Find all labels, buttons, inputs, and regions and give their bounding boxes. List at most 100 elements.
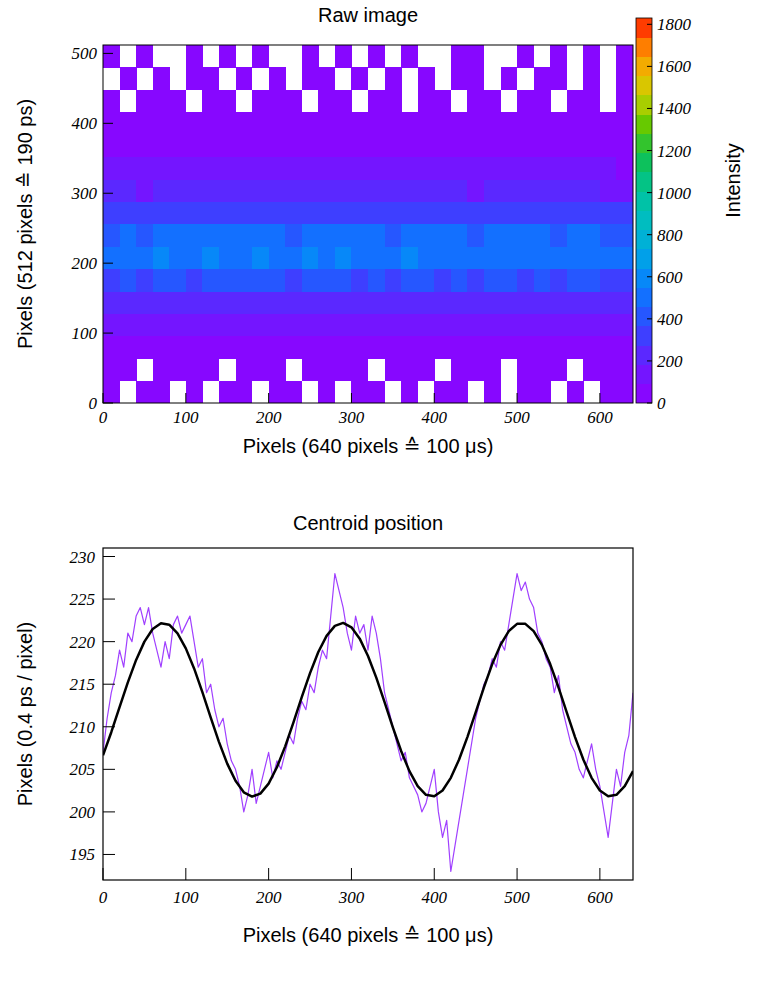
heat-cell <box>153 90 170 113</box>
heat-cell <box>418 112 435 135</box>
heat-cell <box>467 246 484 269</box>
heat-cell <box>169 291 186 314</box>
heat-cell <box>351 336 368 359</box>
heat-cell <box>600 135 617 158</box>
heat-cell <box>517 381 534 403</box>
heat-cell <box>302 291 319 314</box>
color-band <box>636 326 652 346</box>
y-tick-label: 215 <box>70 675 96 694</box>
heat-cell <box>335 224 352 247</box>
heat-cell <box>252 314 269 337</box>
heat-cell <box>517 202 534 225</box>
heat-cell <box>103 314 120 337</box>
heat-cell <box>318 202 335 225</box>
heat-cell <box>401 179 418 202</box>
heat-cell <box>202 157 219 180</box>
heat-cell <box>368 314 385 337</box>
heat-cell <box>269 269 286 292</box>
heat-cell <box>202 269 219 292</box>
heat-cell <box>484 314 501 337</box>
heat-cell <box>401 45 418 68</box>
fit-line <box>103 623 633 797</box>
heat-cell <box>534 67 551 90</box>
heat-cell <box>351 381 368 403</box>
heat-cell <box>467 291 484 314</box>
heat-cell <box>401 112 418 135</box>
heat-cell <box>600 179 617 202</box>
heat-cell <box>418 336 435 359</box>
heat-cell <box>169 202 186 225</box>
heat-cell <box>385 179 402 202</box>
heat-cell <box>285 179 302 202</box>
heat-cell <box>616 135 633 158</box>
x-axis-title: Pixels (640 pixels ≙ 100 μs) <box>243 435 494 457</box>
heat-cell <box>236 67 253 90</box>
heat-cell <box>302 45 319 68</box>
heat-cell <box>616 157 633 180</box>
heat-cell <box>335 314 352 337</box>
heat-cell <box>351 67 368 90</box>
color-band <box>636 211 652 231</box>
heat-cell <box>484 291 501 314</box>
heat-cell <box>567 291 584 314</box>
heat-cell <box>153 269 170 292</box>
heat-cell <box>120 112 137 135</box>
heat-cell <box>186 291 203 314</box>
heat-cell <box>169 90 186 113</box>
x-tick-label: 300 <box>338 408 365 427</box>
heat-cell <box>318 358 335 381</box>
color-band <box>636 288 652 308</box>
heat-cell <box>153 358 170 381</box>
heat-cell <box>467 157 484 180</box>
heat-cell <box>567 224 584 247</box>
color-tick-label: 1000 <box>657 184 692 203</box>
heat-cell <box>351 112 368 135</box>
heat-cell <box>219 112 236 135</box>
heat-cell <box>550 45 567 68</box>
heat-cell <box>169 246 186 269</box>
y-tick <box>103 684 115 685</box>
heat-cell <box>103 202 120 225</box>
heat-cell <box>517 45 534 68</box>
data-line <box>103 574 633 872</box>
heat-cell <box>385 67 402 90</box>
heat-cell <box>186 269 203 292</box>
heat-cell <box>368 336 385 359</box>
heat-cell <box>534 246 551 269</box>
heat-cell <box>351 314 368 337</box>
heat-cell <box>434 157 451 180</box>
heat-cell <box>186 135 203 158</box>
heat-cell <box>550 202 567 225</box>
heat-cell <box>169 135 186 158</box>
heat-cell <box>401 358 418 381</box>
x-tick <box>103 868 104 880</box>
heat-cell <box>153 67 170 90</box>
heat-cell <box>302 314 319 337</box>
heat-cell <box>120 291 137 314</box>
heat-cell <box>335 179 352 202</box>
heat-cell <box>136 179 153 202</box>
heat-cell <box>501 291 518 314</box>
heat-cell <box>351 269 368 292</box>
plot-frame <box>103 548 633 880</box>
heat-cell <box>401 157 418 180</box>
y-tick-label: 400 <box>72 114 98 133</box>
x-tick-label: 400 <box>422 408 448 427</box>
heat-cell <box>219 157 236 180</box>
heat-cell <box>351 291 368 314</box>
heat-cell <box>401 381 418 403</box>
heat-cell <box>285 291 302 314</box>
color-band <box>636 365 652 385</box>
line-panel: Centroid position01002003004005006001952… <box>14 512 633 946</box>
x-tick-label: 0 <box>99 888 108 907</box>
color-bar: 020040060080010001200140016001800Intensi… <box>636 15 744 413</box>
heat-cell <box>136 224 153 247</box>
heat-cell <box>368 224 385 247</box>
heat-cell <box>517 90 534 113</box>
color-tick <box>647 318 652 319</box>
heat-cell <box>534 224 551 247</box>
heat-cell <box>451 179 468 202</box>
heat-cell <box>335 45 352 68</box>
heat-cell <box>467 336 484 359</box>
heat-cell <box>385 358 402 381</box>
